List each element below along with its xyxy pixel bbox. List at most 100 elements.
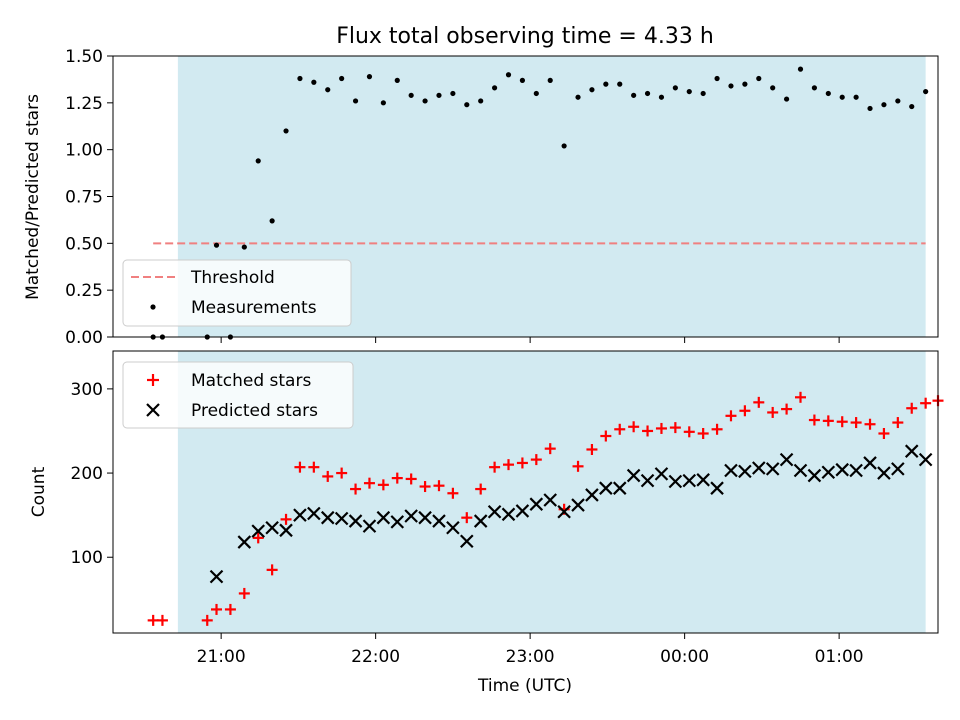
measurement-point — [923, 88, 929, 95]
predicted-star-point — [362, 519, 377, 533]
measurement-point — [533, 90, 539, 97]
measurement-point — [575, 94, 581, 100]
predicted-star-point — [209, 569, 224, 584]
x-axis-label: Time (UTC) — [477, 676, 572, 696]
measurement-point — [311, 79, 317, 85]
measurement-point — [505, 72, 512, 78]
matched-star-point — [224, 603, 236, 615]
predicted-star-point — [654, 467, 669, 481]
matched-star-point — [836, 416, 848, 428]
measurement-point — [658, 94, 665, 100]
top-y-tick-label: 0.00 — [65, 328, 103, 348]
predicted-star-point — [418, 510, 432, 525]
measurement-point — [255, 158, 261, 164]
matched-star-point — [266, 564, 278, 576]
measurement-point — [839, 94, 845, 100]
matched-star-point — [419, 481, 431, 493]
measurement-point — [825, 90, 831, 97]
predicted-star-point — [515, 504, 530, 518]
x-tick-label: 22:00 — [351, 647, 400, 667]
predicted-star-point — [543, 493, 557, 507]
predicted-star-point — [863, 456, 877, 470]
predicted-star-point — [487, 505, 502, 519]
legend-measurements-label: Measurements — [191, 298, 317, 318]
matched-star-point — [322, 470, 334, 482]
top-chart-title: Flux total observing time = 4.33 h — [336, 24, 714, 49]
matched-star-point — [377, 479, 389, 491]
measurement-point — [589, 87, 595, 93]
matched-star-point — [878, 427, 890, 439]
matched-star-point — [433, 480, 445, 492]
measurement-point — [269, 218, 275, 224]
measurement-point — [770, 85, 776, 91]
matched-star-point — [280, 513, 292, 525]
matched-star-point — [252, 532, 264, 544]
predicted-star-point — [432, 514, 446, 528]
measurement-point — [881, 102, 887, 108]
measurement-point — [603, 81, 609, 87]
measurement-point — [756, 75, 762, 82]
measurement-point — [422, 98, 428, 104]
measurement-point — [519, 77, 526, 83]
measurement-point — [867, 105, 873, 112]
x-tick-label: 01:00 — [815, 647, 864, 667]
bottom-y-tick-label: 200 — [71, 464, 103, 484]
matched-star-point — [489, 461, 501, 473]
matched-star-point — [336, 467, 348, 479]
top-panel: 0.00 0.25 0.50 0.75 1.00 1.25 1.50 Flux total … — [23, 24, 939, 348]
measurement-point — [213, 242, 220, 248]
matched-star-point — [503, 459, 515, 471]
matched-star-point — [683, 426, 695, 438]
predicted-star-point — [320, 510, 335, 525]
matched-star-point — [850, 417, 862, 429]
measurement-point — [464, 102, 470, 108]
top-y-tick-label: 0.50 — [65, 234, 103, 254]
measurement-point — [686, 88, 692, 95]
matched-star-point — [864, 418, 876, 430]
matched-star-point — [211, 603, 223, 615]
matched-star-point — [350, 483, 362, 495]
measurement-point — [547, 77, 553, 83]
measurement-point — [297, 75, 303, 82]
matched-star-point — [475, 483, 487, 495]
x-tick-label: 23:00 — [506, 647, 555, 667]
predicted-star-point — [334, 511, 349, 526]
predicted-star-point — [265, 520, 279, 535]
measurement-point — [325, 87, 331, 93]
top-y-axis-label: Matched/Predicted stars — [23, 94, 43, 300]
predicted-star-point — [446, 520, 460, 535]
measurement-point — [797, 66, 804, 72]
matched-star-point — [767, 406, 779, 418]
legend-predicted-marker — [146, 403, 160, 417]
measurement-point — [700, 90, 706, 97]
predicted-star-point — [807, 468, 822, 483]
matched-star-point — [822, 415, 834, 427]
predicted-star-point — [793, 463, 808, 478]
matched-star-point — [892, 417, 904, 429]
matched-star-point — [725, 410, 737, 422]
predicted-star-point — [849, 463, 863, 478]
matched-star-point — [572, 460, 584, 472]
matched-star-point — [808, 414, 820, 426]
matched-star-point — [461, 512, 473, 524]
matched-star-point — [739, 405, 751, 417]
matched-star-point — [363, 477, 375, 489]
predicted-star-point — [877, 466, 891, 480]
predicted-star-point — [376, 510, 391, 525]
bottom-legend-box — [122, 361, 354, 429]
x-tick-label: 21:00 — [197, 647, 246, 667]
matched-star-point — [753, 396, 765, 408]
bottom-y-axis-label: Count — [29, 466, 49, 517]
bottom-legend: Matched stars Predicted stars — [122, 361, 354, 429]
predicted-star-point — [891, 462, 905, 476]
predicted-star-point — [293, 508, 307, 522]
measurement-point — [380, 100, 386, 106]
measurement-point — [895, 98, 901, 104]
measurement-point — [853, 94, 859, 100]
measurement-point — [811, 85, 818, 91]
top-y-tick-label: 1.00 — [65, 141, 103, 161]
predicted-star-point — [626, 468, 641, 483]
measurement-point — [742, 81, 748, 87]
matched-star-point — [642, 425, 654, 437]
